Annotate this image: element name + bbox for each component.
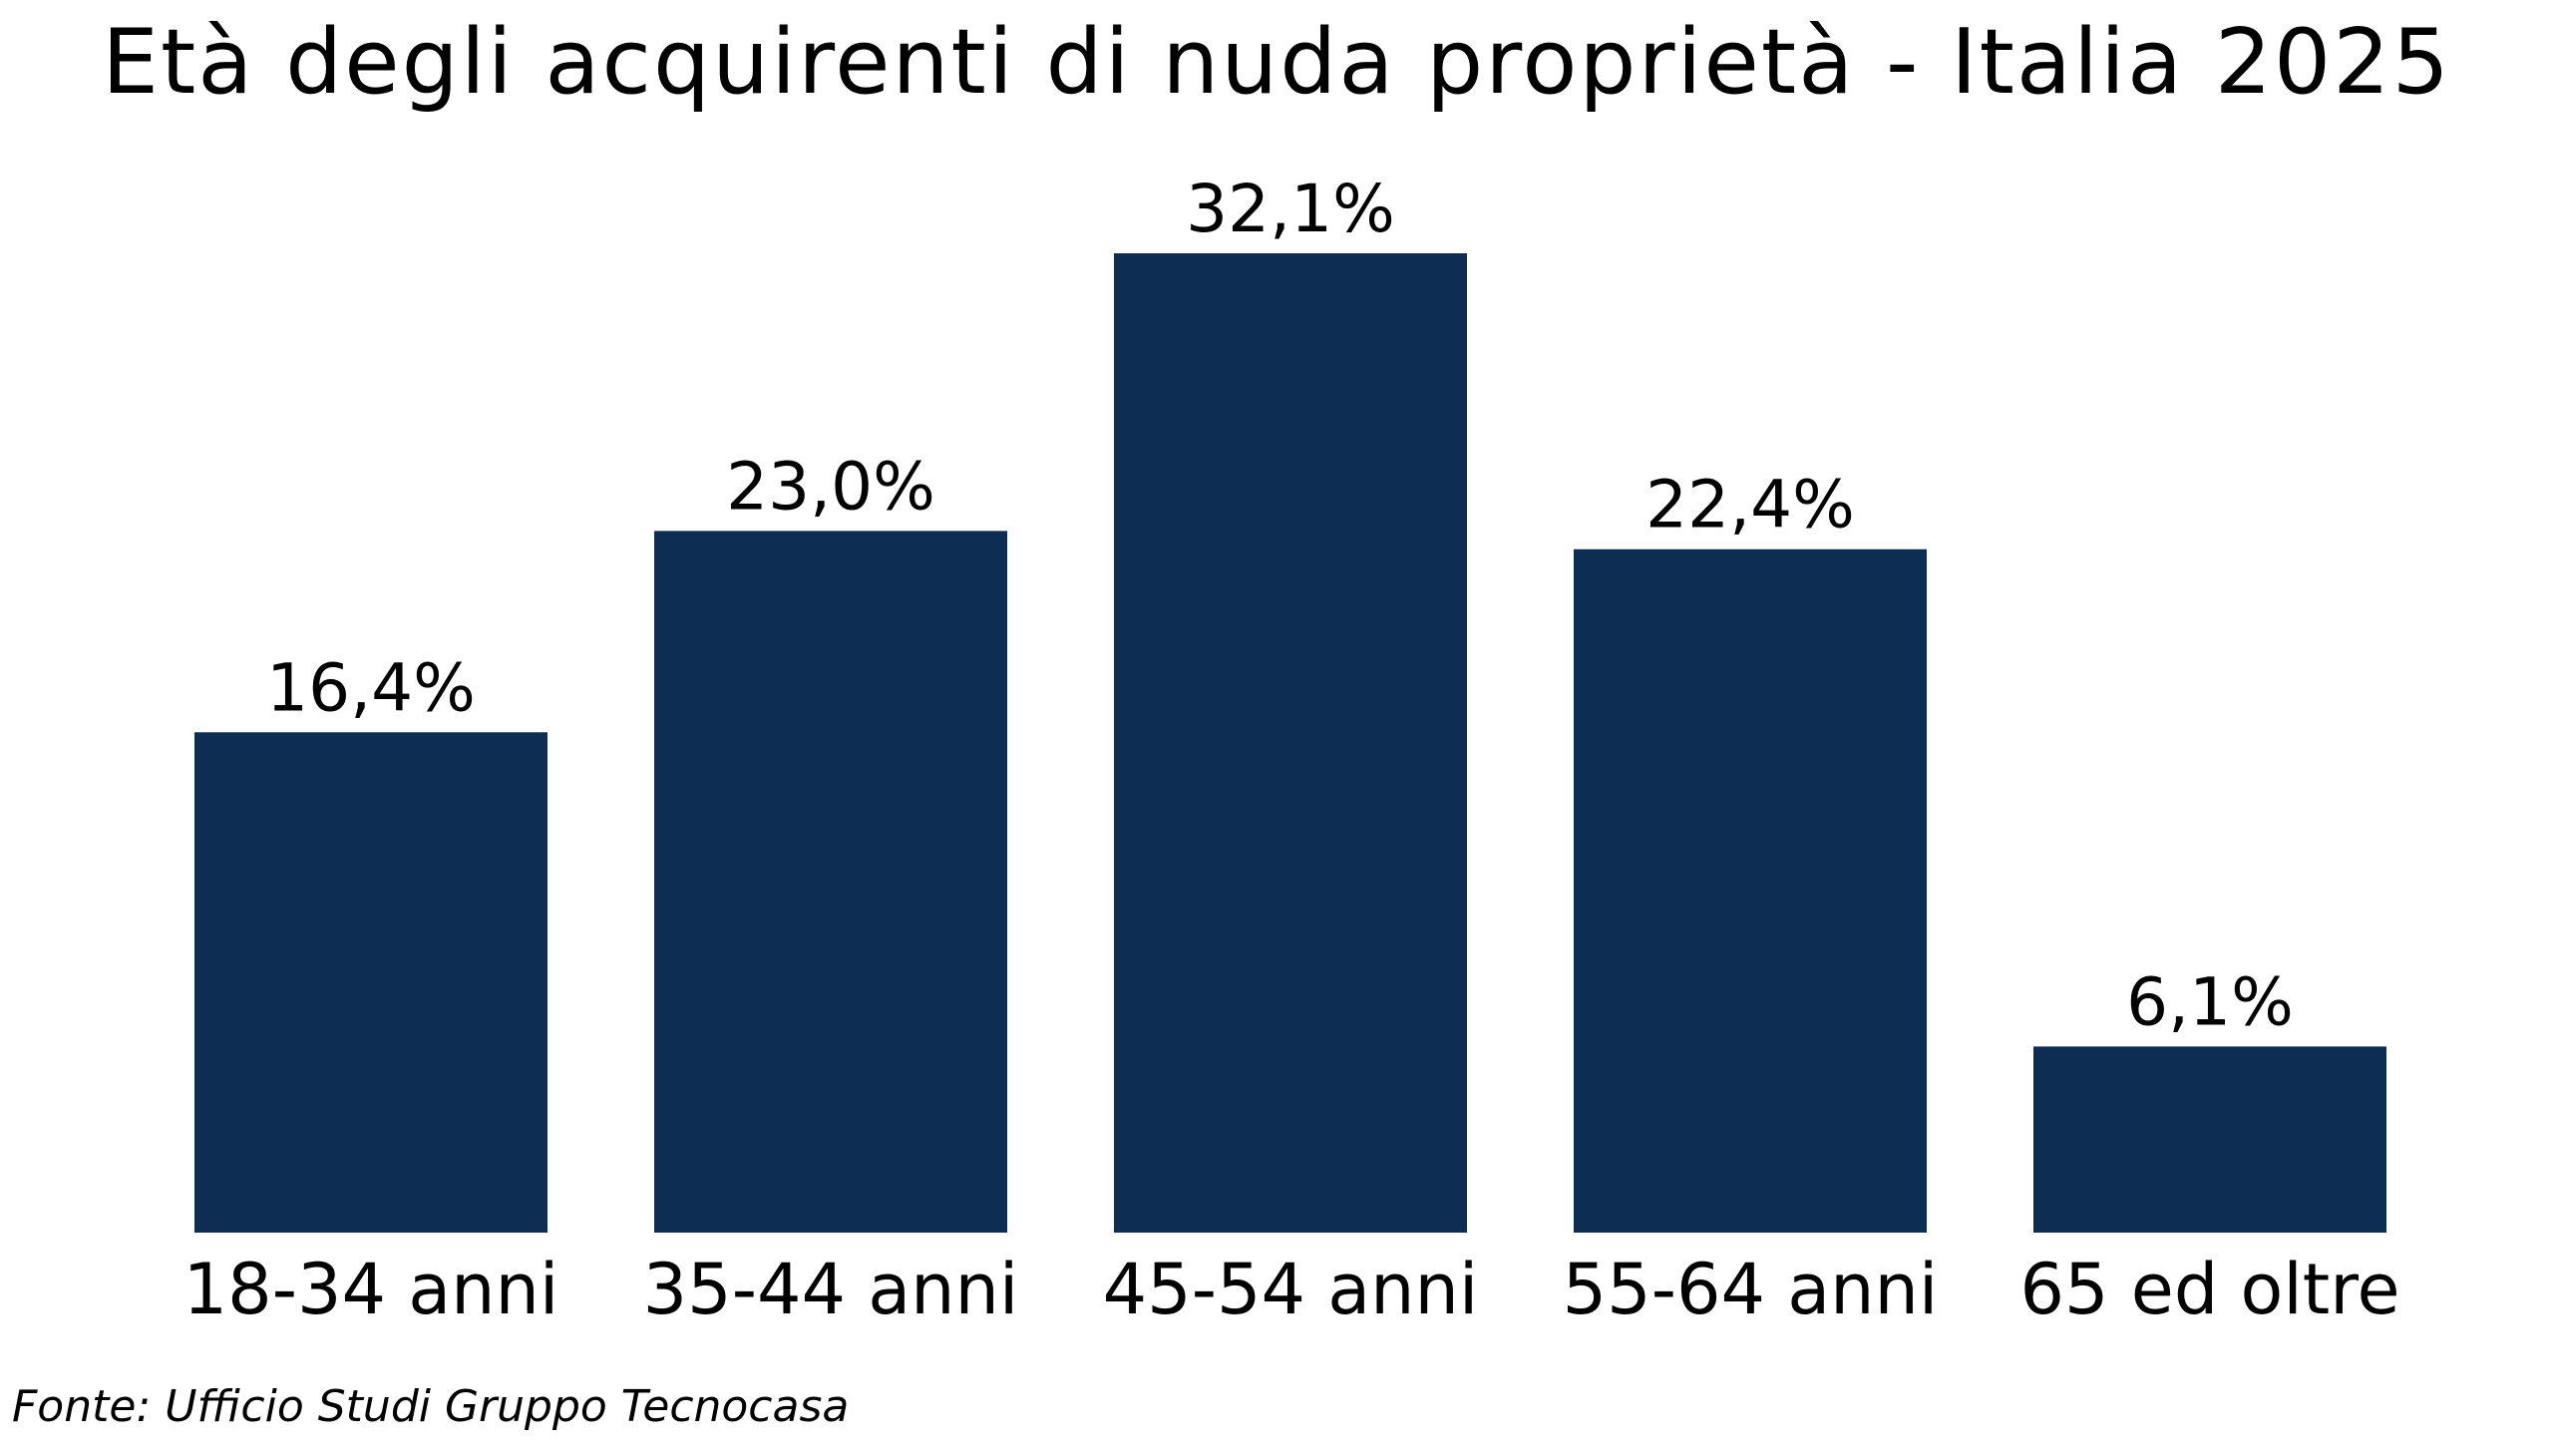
chart-title: Età degli acquirenti di nuda proprietà -… <box>102 10 2451 115</box>
data-label-2: 23,0% <box>726 448 935 525</box>
category-label-5: 65 ed oltre <box>2019 1249 2399 1330</box>
bar-3 <box>1114 253 1467 1233</box>
source-note: Fonte: Ufficio Studi Gruppo Tecnocasa <box>12 1381 850 1432</box>
data-label-5: 6,1% <box>2126 963 2294 1040</box>
data-label-4: 22,4% <box>1645 467 1855 544</box>
category-label-3: 45-54 anni <box>1103 1249 1479 1330</box>
bar-2 <box>654 531 1007 1233</box>
data-label-3: 32,1% <box>1186 171 1395 247</box>
bar-5 <box>2033 1046 2386 1233</box>
category-label-1: 18-34 anni <box>183 1249 559 1330</box>
category-label-2: 35-44 anni <box>643 1249 1019 1330</box>
bar-4 <box>1574 548 1927 1233</box>
bar-1 <box>194 732 547 1233</box>
data-label-1: 16,4% <box>266 649 476 726</box>
category-label-4: 55-64 anni <box>1563 1249 1939 1330</box>
